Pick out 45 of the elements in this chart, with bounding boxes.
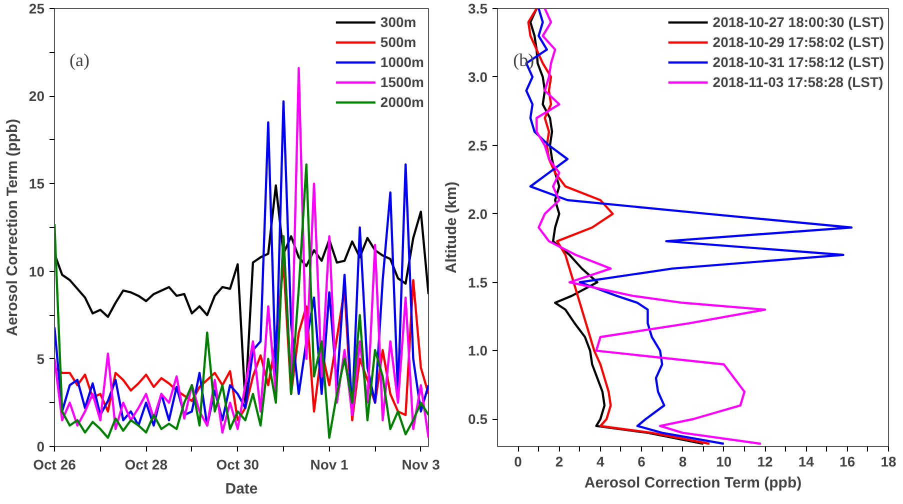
y-tick-label: 5 xyxy=(36,350,45,367)
y-tick-label: 25 xyxy=(28,0,45,16)
y-tick-label: 10 xyxy=(28,263,45,280)
legend-label: 300m xyxy=(380,14,416,30)
legend-label: 500m xyxy=(380,34,416,50)
y-tick-label: 20 xyxy=(28,88,45,104)
x-tick-label: 12 xyxy=(757,454,774,470)
x-axis-title: Date xyxy=(225,480,258,498)
x-tick-label: Oct 28 xyxy=(124,456,168,472)
x-axis-title: Aerosol Correction Term (ppb) xyxy=(584,474,802,492)
y-tick-label: 0.5 xyxy=(468,411,488,428)
x-tick-label: Oct 26 xyxy=(33,456,76,472)
legend-label: 1500m xyxy=(380,74,424,90)
legend-label: 2018-10-31 17:58:12 (LST) xyxy=(712,54,884,70)
y-tick-label: 0 xyxy=(36,438,45,454)
legend-label: 2018-10-27 18:00:30 (LST) xyxy=(712,14,884,30)
y-tick-label: 2.5 xyxy=(468,137,488,154)
y-tick-label: 3.5 xyxy=(468,0,488,16)
x-tick-label: 0 xyxy=(514,454,522,470)
x-tick-label: 10 xyxy=(716,454,732,470)
x-tick-label: 2 xyxy=(555,454,564,470)
y-tick-label: 1.0 xyxy=(468,342,488,359)
x-tick-label: 4 xyxy=(596,454,604,470)
x-tick-label: Oct 30 xyxy=(216,456,260,472)
annotation: (a) xyxy=(69,50,90,70)
y-tick-label: 1.5 xyxy=(468,274,488,290)
line-series xyxy=(54,163,428,439)
x-tick-label: 8 xyxy=(678,454,687,470)
x-tick-label: 16 xyxy=(840,454,856,470)
legend-label: 2018-10-29 17:58:02 (LST) xyxy=(712,34,884,50)
y-tick-label: 3.0 xyxy=(468,68,488,85)
y-axis-title: Altitude (km) xyxy=(443,182,460,274)
x-tick-label: 18 xyxy=(880,454,896,470)
y-axis-title: Aerosol Correction Term (ppb) xyxy=(4,118,21,336)
y-tick-label: 15 xyxy=(28,176,45,192)
x-tick-label: 6 xyxy=(638,454,646,470)
legend-label: 1000m xyxy=(380,54,424,70)
x-tick-label: 14 xyxy=(798,454,814,470)
y-tick-label: 2.0 xyxy=(468,206,488,222)
x-tick-label: Nov 3 xyxy=(402,456,440,472)
legend-label: 2000m xyxy=(380,94,424,110)
line-series xyxy=(54,184,428,404)
legend-label: 2018-11-03 17:58:28 (LST) xyxy=(712,74,884,90)
x-tick-label: Nov 1 xyxy=(310,456,349,472)
annotation: (b) xyxy=(513,50,534,70)
